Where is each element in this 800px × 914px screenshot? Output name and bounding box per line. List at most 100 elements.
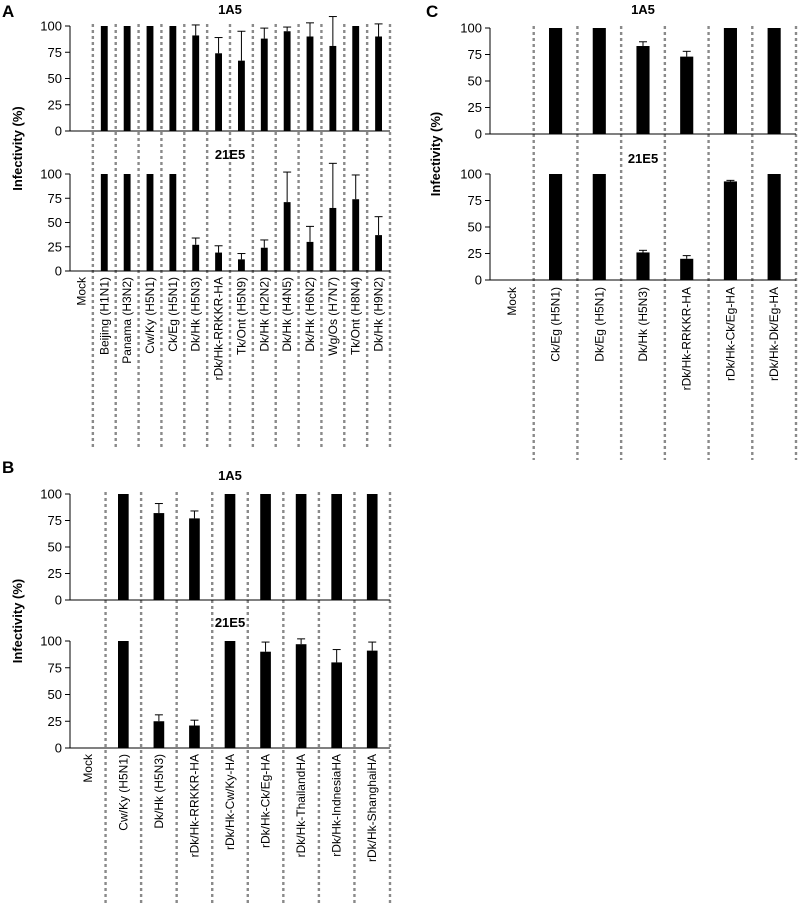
y-tick-label: 50	[468, 74, 482, 89]
y-tick-label: 25	[468, 246, 482, 261]
bar	[680, 56, 694, 135]
y-tick-label: 100	[40, 167, 62, 182]
chart-21e5: 21E5 0 25 50 75 100	[40, 147, 390, 279]
chart-1a5: 1A5 0 25 50 75 100	[40, 468, 390, 608]
category-label: Ck/Eg (H5N1)	[549, 287, 563, 362]
bar	[329, 45, 337, 132]
y-axis-label: Infectivity (%)	[10, 106, 25, 191]
bar	[767, 174, 781, 280]
chart-title: 1A5	[218, 468, 242, 483]
chart-21e5: 21E5 0 25 50 75 100	[40, 615, 390, 756]
bar	[306, 241, 314, 271]
category-label: Tk/Ont (H5N9)	[234, 277, 248, 355]
bar	[146, 26, 154, 131]
category-label: Mock	[505, 286, 519, 316]
panel-b: B 1A5 0 25 50 75 100 21E5 0 25 50 75 100 Infectivity …	[2, 458, 392, 906]
category-label: rDk/Hk-IndnesiaHA	[330, 754, 344, 857]
bar	[192, 35, 200, 132]
chart-1a5: 1A5 0 25 50 75 100	[460, 2, 796, 142]
category-label: Dk/Hk (H9N2)	[372, 277, 386, 352]
category-label: rDk/Hk-Ck/Eg-HA	[259, 754, 273, 848]
bar	[215, 53, 222, 131]
y-tick-label: 25	[48, 97, 62, 112]
y-tick-label: 75	[48, 45, 62, 60]
chart-1a5: 1A5 0 25 50 75 100	[40, 2, 390, 139]
category-label: Cw/Ky (H5N1)	[143, 277, 157, 354]
category-label: rDk/Hk-ThailandHA	[294, 754, 308, 857]
bar	[153, 721, 165, 748]
bar	[146, 174, 154, 271]
bar	[189, 725, 200, 748]
y-tick-label: 100	[40, 487, 62, 502]
y-tick-label: 0	[475, 273, 482, 288]
bar	[238, 259, 245, 271]
y-tick-label: 50	[48, 215, 62, 230]
category-label: Dk/Hk (H5N3)	[636, 287, 650, 362]
category-label: rDk/Hk-ShanghaiHA	[365, 754, 379, 862]
y-tick-label: 0	[55, 593, 62, 608]
y-tick-label: 75	[48, 513, 62, 528]
y-axis-label: Infectivity (%)	[428, 112, 443, 197]
chart-21e5: 21E5 0 25 50 75 100	[460, 151, 796, 288]
bar	[169, 26, 177, 131]
category-label: rDk/Hk-RRKKR-HA	[187, 754, 201, 857]
y-tick-label: 0	[55, 264, 62, 279]
category-label: Dk/Hk (H6N2)	[303, 277, 317, 352]
bar	[283, 31, 291, 131]
bar	[549, 28, 563, 134]
y-tick-label: 100	[40, 19, 62, 34]
bar	[680, 258, 694, 280]
y-tick-label: 75	[468, 47, 482, 62]
y-tick-label: 100	[40, 634, 62, 649]
bar	[331, 494, 342, 600]
chart-title: 1A5	[631, 2, 655, 17]
category-label: Mock	[81, 753, 95, 783]
y-tick-label: 25	[468, 100, 482, 115]
bar	[118, 641, 129, 748]
category-label: Ck/Eg (H5N1)	[166, 277, 180, 352]
y-tick-label: 75	[48, 191, 62, 206]
bar	[366, 494, 378, 600]
bar	[224, 494, 236, 600]
bar	[192, 244, 200, 271]
category-label: Panama (H3N2)	[120, 277, 134, 364]
bar	[224, 641, 236, 748]
bar	[636, 252, 650, 280]
bar	[215, 252, 222, 271]
category-label: rDk/Hk-Cw/Ky-HA	[223, 754, 237, 850]
y-tick-label: 25	[48, 566, 62, 581]
bar	[153, 513, 165, 600]
y-axis-label: Infectivity (%)	[10, 579, 25, 664]
bar	[123, 26, 131, 131]
y-tick-label: 75	[48, 660, 62, 675]
y-tick-label: 50	[48, 687, 62, 702]
y-tick-label: 75	[468, 193, 482, 208]
y-tick-label: 25	[48, 714, 62, 729]
bar	[723, 181, 737, 280]
bar	[295, 494, 307, 600]
bar	[366, 650, 378, 748]
category-label: Beijing (H1N1)	[97, 277, 111, 355]
bar	[636, 46, 650, 134]
category-label: Mock	[74, 276, 88, 306]
y-tick-label: 50	[48, 71, 62, 86]
bar	[100, 26, 108, 131]
panel-letter: B	[2, 458, 14, 477]
category-label: Dk/Hk (H5N3)	[189, 277, 203, 352]
chart-title: 21E5	[215, 147, 245, 162]
category-label: Cw/Ky (H5N1)	[116, 754, 130, 831]
category-label: Wg/Os (H7N7)	[326, 277, 340, 356]
bar	[331, 662, 342, 748]
chart-title: 1A5	[218, 2, 242, 17]
bar	[592, 174, 606, 280]
bar	[723, 28, 737, 134]
bar	[767, 28, 781, 134]
category-label: Dk/Hk (H2N2)	[257, 277, 271, 352]
category-label: Tk/Ont (H8N4)	[349, 277, 363, 355]
panel-a: A 1A5 0 25 50 75 100 21E5 0 25 50 75 100 Infectivity …	[2, 2, 392, 448]
chart-title: 21E5	[215, 615, 245, 630]
chart-title: 21E5	[628, 151, 658, 166]
bar	[375, 36, 382, 131]
category-label: rDk/Hk-RRKKR-HA	[212, 277, 226, 380]
